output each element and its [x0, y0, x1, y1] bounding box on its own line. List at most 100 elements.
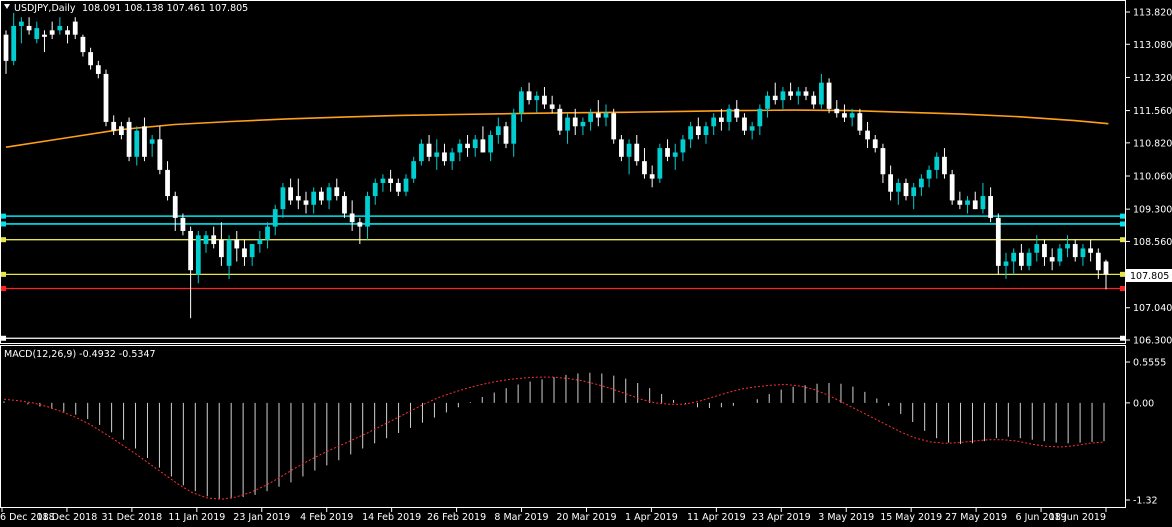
time-tick-label: 11 Jan 2019: [168, 512, 225, 523]
current-price-marker: 107.805: [1126, 269, 1172, 282]
candle: [572, 108, 578, 135]
candle-body: [457, 143, 463, 153]
candle: [749, 121, 755, 140]
horizontal-levels[interactable]: [1, 213, 1125, 341]
candle-body: [72, 21, 78, 35]
candle: [34, 21, 40, 44]
level-handle-right[interactable]: [1120, 271, 1125, 277]
candle-body: [11, 25, 17, 61]
level-handle-left[interactable]: [1, 237, 6, 243]
candle-body: [157, 139, 163, 170]
time-tick-label: 15 May 2019: [880, 512, 942, 523]
candle-body: [111, 121, 117, 131]
candle-body: [580, 121, 586, 127]
candle: [649, 165, 655, 188]
time-tick-label: 1 Apr 2019: [625, 512, 678, 523]
candle-body: [749, 126, 755, 131]
candle: [80, 34, 86, 57]
candle: [11, 12, 17, 66]
dropdown-triangle-icon[interactable]: [4, 4, 10, 9]
level-handle-right[interactable]: [1120, 286, 1125, 292]
level-handle-left[interactable]: [1, 286, 6, 292]
candle: [265, 222, 270, 249]
level-handle-left[interactable]: [1, 271, 6, 277]
candle: [211, 226, 217, 249]
candle: [619, 135, 624, 162]
candle: [642, 148, 647, 179]
candle: [457, 139, 463, 162]
candle-body: [34, 28, 40, 40]
candle-body: [865, 130, 870, 140]
candle: [388, 169, 393, 192]
candle-body: [1003, 261, 1009, 266]
level-handle-right[interactable]: [1120, 237, 1125, 243]
candle-body: [57, 25, 63, 31]
candle-body: [519, 91, 524, 114]
level-handle-left[interactable]: [1, 335, 6, 341]
candle: [519, 87, 524, 122]
candle: [272, 204, 278, 236]
candle: [1088, 239, 1093, 262]
candle: [103, 69, 109, 127]
level-handle-right[interactable]: [1120, 221, 1125, 227]
candle-body: [242, 248, 247, 258]
ma-polyline: [5, 109, 1109, 148]
candle: [549, 95, 555, 114]
candle: [926, 165, 932, 188]
candle-body: [734, 108, 740, 118]
candle: [580, 117, 586, 135]
candle: [57, 17, 63, 35]
macd-tick-label: -1.32: [1133, 496, 1158, 507]
ohlc-label: 108.091 108.138 107.461 107.805: [82, 3, 248, 14]
candle: [949, 169, 955, 205]
macd-pane[interactable]: [3, 372, 1105, 500]
level-handle-left[interactable]: [1, 221, 6, 227]
candle-body: [126, 121, 132, 157]
candle-body: [780, 91, 786, 101]
candle: [203, 230, 209, 253]
candle: [972, 191, 978, 210]
candle-body: [495, 126, 501, 135]
candle: [657, 143, 663, 183]
candle: [534, 91, 540, 114]
time-tick-label: 20 Mar 2019: [556, 512, 616, 523]
candle: [326, 182, 332, 210]
candle-body: [672, 152, 678, 157]
candle-body: [419, 143, 424, 162]
level-handle-right[interactable]: [1120, 213, 1125, 219]
candle: [811, 91, 817, 109]
candle: [957, 191, 963, 210]
candle-body: [303, 200, 309, 205]
candle-body: [1026, 252, 1032, 266]
price-tick-label: 110.060: [1133, 172, 1172, 183]
candle: [1103, 259, 1109, 290]
candle-body: [403, 178, 409, 192]
candle-body: [819, 82, 824, 105]
candle: [480, 126, 486, 153]
price-tick-label: 113.820: [1133, 8, 1172, 19]
candle-body: [626, 143, 632, 157]
candle: [719, 108, 724, 131]
candle-body: [919, 178, 924, 188]
candle: [980, 182, 986, 214]
level-handle-right[interactable]: [1120, 335, 1125, 341]
candle: [319, 187, 324, 205]
macd-tick-label: 0.00: [1133, 398, 1154, 409]
candle: [919, 174, 924, 197]
candle-body: [880, 148, 886, 175]
candle: [280, 182, 286, 218]
time-tick-label: 11 Apr 2019: [687, 512, 746, 523]
candle-body: [542, 95, 547, 105]
price-tick-label: 107.040: [1133, 303, 1172, 314]
candle-body: [811, 95, 817, 105]
candle-body: [895, 182, 901, 192]
level-handle-left[interactable]: [1, 213, 6, 219]
candle: [1065, 235, 1070, 258]
candle-body: [757, 108, 763, 127]
time-tick-label: 26 Feb 2019: [427, 512, 486, 523]
candle-body: [611, 113, 617, 140]
candle: [742, 113, 747, 135]
candle: [1042, 239, 1047, 266]
candle: [172, 191, 178, 231]
